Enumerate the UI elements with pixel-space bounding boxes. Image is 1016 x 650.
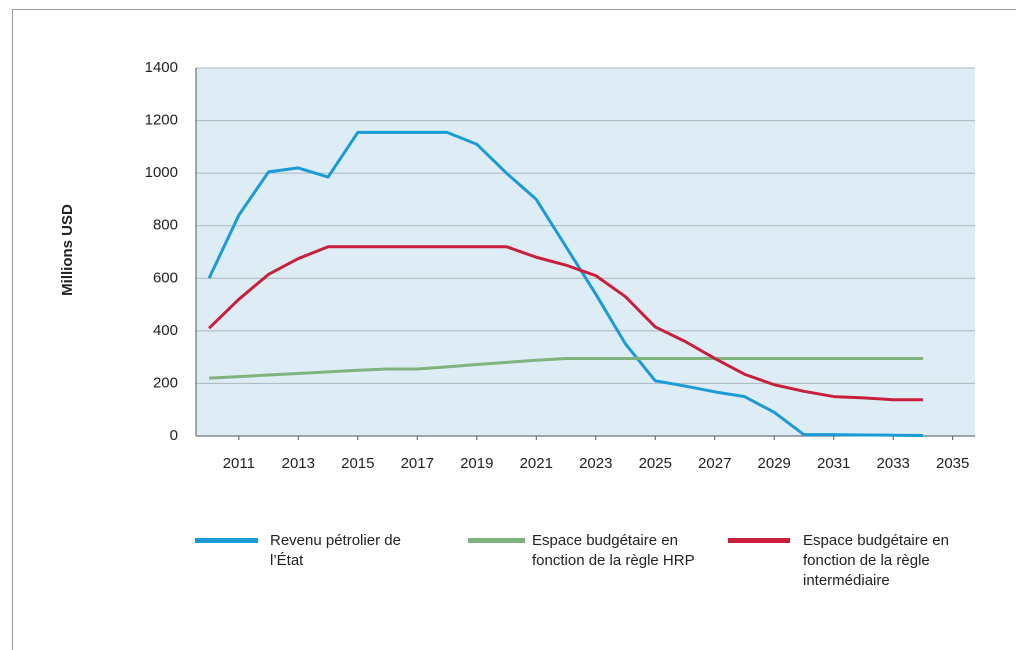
frame	[12, 9, 1016, 650]
x-tick-label: 2011	[223, 455, 255, 472]
x-tick-label: 2033	[877, 455, 910, 472]
legend-swatch	[728, 538, 790, 543]
y-tick-label: 200	[153, 374, 178, 391]
plot-area	[196, 68, 975, 436]
legend-label: Revenu pétrolier de l’État	[270, 532, 401, 569]
x-tick-label: 2029	[758, 455, 791, 472]
legend-swatch	[195, 538, 258, 543]
x-tick-label: 2013	[282, 455, 315, 472]
y-tick-label: 600	[153, 269, 178, 286]
legend-swatch	[468, 538, 525, 543]
x-tick-label: 2015	[341, 455, 374, 472]
x-tick-label: 2027	[698, 455, 731, 472]
x-tick-label: 2031	[817, 455, 850, 472]
y-tick-label: 400	[153, 322, 178, 339]
series-line	[209, 356, 923, 380]
y-tick-label: 1200	[145, 112, 178, 129]
legend-label: Espace budgétaire en fonction de la règl…	[532, 532, 695, 569]
legend-label: Espace budgétaire en fonction de la règl…	[803, 532, 949, 589]
x-tick-label: 2017	[401, 455, 434, 472]
series-line	[207, 130, 923, 437]
x-tick-label: 2019	[460, 455, 493, 472]
series-line	[208, 245, 923, 402]
y-tick-label: 1000	[145, 164, 178, 181]
x-tick-label: 2035	[936, 455, 969, 472]
x-tick-label: 2023	[579, 455, 612, 472]
x-tick-label: 2025	[639, 455, 672, 472]
y-tick-label: 1400	[145, 59, 178, 76]
y-tick-label: 0	[170, 427, 178, 444]
x-tick-label: 2021	[520, 455, 553, 472]
y-axis-label: Millions USD	[59, 204, 76, 296]
y-tick-label: 800	[153, 217, 178, 234]
